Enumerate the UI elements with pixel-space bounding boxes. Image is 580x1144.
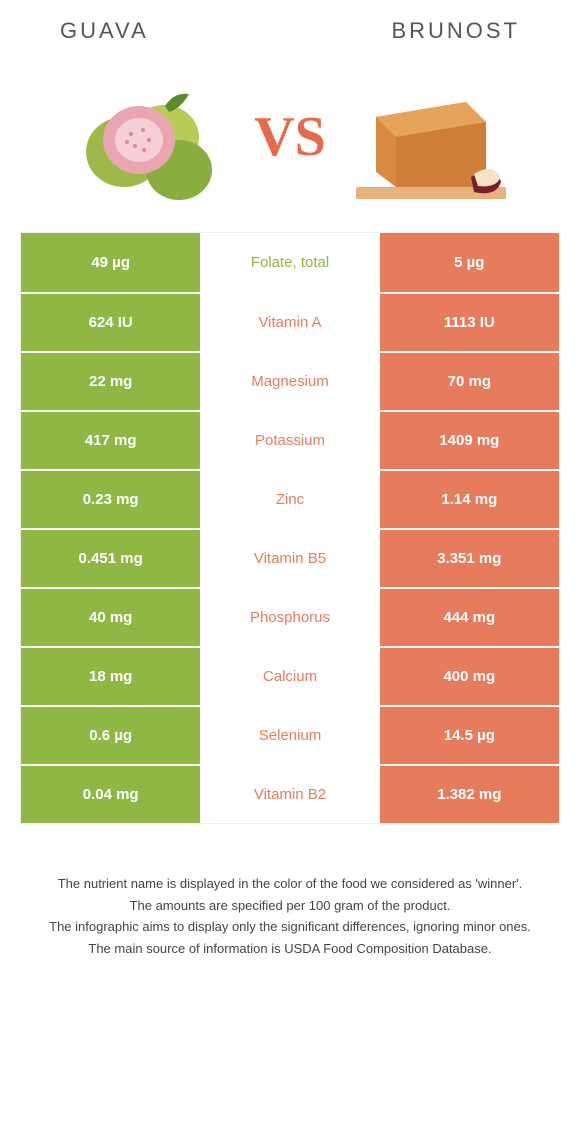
nutrient-name: Selenium bbox=[200, 707, 379, 764]
brunost-illustration bbox=[336, 62, 526, 212]
footnote-line: The nutrient name is displayed in the co… bbox=[20, 874, 560, 894]
right-value: 444 mg bbox=[380, 589, 559, 646]
nutrient-row: 0.04 mgVitamin B21.382 mg bbox=[21, 764, 559, 823]
nutrient-row: 0.6 µgSelenium14.5 µg bbox=[21, 705, 559, 764]
nutrient-row: 624 IUVitamin A1113 IU bbox=[21, 292, 559, 351]
footnote-line: The amounts are specified per 100 gram o… bbox=[20, 896, 560, 916]
nutrient-name: Vitamin B5 bbox=[200, 530, 379, 587]
left-food-title: GUAVA bbox=[60, 18, 149, 44]
nutrient-name: Potassium bbox=[200, 412, 379, 469]
left-value: 40 mg bbox=[21, 589, 200, 646]
left-value: 0.451 mg bbox=[21, 530, 200, 587]
right-value: 70 mg bbox=[380, 353, 559, 410]
nutrient-row: 22 mgMagnesium70 mg bbox=[21, 351, 559, 410]
right-value: 3.351 mg bbox=[380, 530, 559, 587]
nutrient-name: Vitamin A bbox=[200, 294, 379, 351]
nutrient-row: 0.23 mgZinc1.14 mg bbox=[21, 469, 559, 528]
right-value: 14.5 µg bbox=[380, 707, 559, 764]
left-value: 18 mg bbox=[21, 648, 200, 705]
left-value: 0.23 mg bbox=[21, 471, 200, 528]
nutrient-row: 40 mgPhosphorus444 mg bbox=[21, 587, 559, 646]
right-value: 1113 IU bbox=[380, 294, 559, 351]
footnote-line: The main source of information is USDA F… bbox=[20, 939, 560, 959]
header: GUAVA BRUNOST bbox=[0, 0, 580, 52]
nutrient-name: Calcium bbox=[200, 648, 379, 705]
nutrient-name: Zinc bbox=[200, 471, 379, 528]
nutrient-table: 49 µgFolate, total5 µg624 IUVitamin A111… bbox=[20, 232, 560, 824]
nutrient-name: Vitamin B2 bbox=[200, 766, 379, 823]
left-value: 0.6 µg bbox=[21, 707, 200, 764]
nutrient-row: 18 mgCalcium400 mg bbox=[21, 646, 559, 705]
left-value: 0.04 mg bbox=[21, 766, 200, 823]
footnotes: The nutrient name is displayed in the co… bbox=[20, 874, 560, 958]
left-value: 22 mg bbox=[21, 353, 200, 410]
nutrient-row: 49 µgFolate, total5 µg bbox=[21, 233, 559, 292]
nutrient-name: Phosphorus bbox=[200, 589, 379, 646]
right-food-title: BRUNOST bbox=[391, 18, 520, 44]
right-value: 1.382 mg bbox=[380, 766, 559, 823]
footnote-line: The infographic aims to display only the… bbox=[20, 917, 560, 937]
left-value: 417 mg bbox=[21, 412, 200, 469]
vs-label: VS bbox=[254, 105, 326, 169]
right-value: 400 mg bbox=[380, 648, 559, 705]
right-value: 1409 mg bbox=[380, 412, 559, 469]
illustration-row: VS bbox=[0, 52, 580, 232]
nutrient-name: Folate, total bbox=[200, 233, 379, 292]
left-value: 624 IU bbox=[21, 294, 200, 351]
right-value: 5 µg bbox=[380, 233, 559, 292]
nutrient-row: 417 mgPotassium1409 mg bbox=[21, 410, 559, 469]
nutrient-name: Magnesium bbox=[200, 353, 379, 410]
left-value: 49 µg bbox=[21, 233, 200, 292]
right-value: 1.14 mg bbox=[380, 471, 559, 528]
guava-illustration bbox=[54, 62, 244, 212]
nutrient-row: 0.451 mgVitamin B53.351 mg bbox=[21, 528, 559, 587]
